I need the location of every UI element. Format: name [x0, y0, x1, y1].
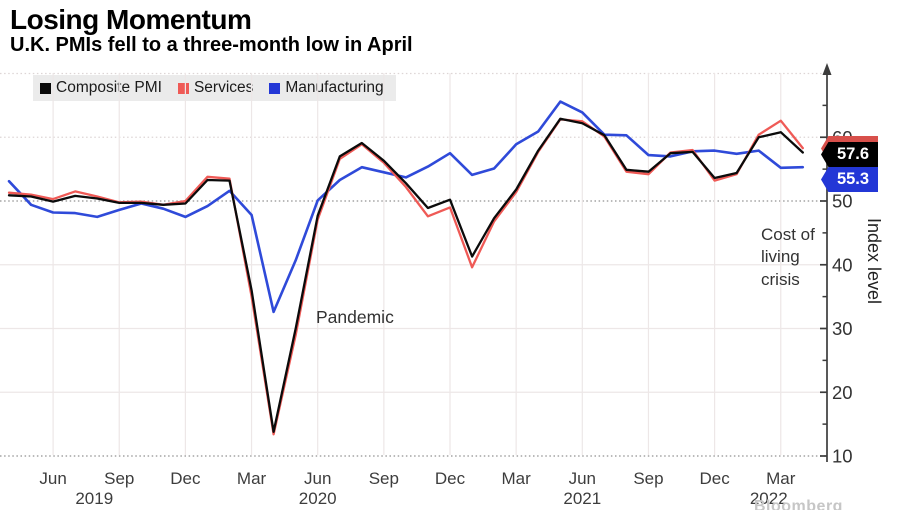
- svg-text:Mar: Mar: [237, 469, 267, 488]
- svg-text:Mar: Mar: [502, 469, 532, 488]
- svg-text:2021: 2021: [563, 489, 601, 508]
- svg-text:Dec: Dec: [170, 469, 201, 488]
- bloomberg-watermark: Bloomberg: [754, 498, 843, 510]
- composite-value-tag: 57.6: [821, 142, 878, 167]
- legend-item-services: Services: [177, 79, 254, 97]
- pandemic-annotation: Pandemic: [316, 307, 394, 327]
- manufacturing-value-tag: 55.3: [821, 167, 878, 192]
- svg-text:10: 10: [832, 446, 853, 467]
- svg-text:Mar: Mar: [766, 469, 796, 488]
- svg-text:Sep: Sep: [633, 469, 663, 488]
- svg-text:Sep: Sep: [369, 469, 399, 488]
- chart-subtitle: U.K. PMIs fell to a three-month low in A…: [10, 34, 413, 56]
- y-axis-title: Index level: [864, 218, 884, 305]
- legend-label: Manufacturing: [285, 79, 384, 96]
- svg-text:Jun: Jun: [569, 469, 596, 488]
- svg-text:Jun: Jun: [39, 469, 66, 488]
- legend-label: Services: [193, 79, 254, 96]
- svg-text:Jun: Jun: [304, 469, 331, 488]
- svg-text:2020: 2020: [299, 489, 337, 508]
- svg-text:30: 30: [832, 318, 853, 339]
- svg-text:Sep: Sep: [104, 469, 134, 488]
- legend-label: Composite PMI: [56, 79, 162, 96]
- page-title: Losing Momentum: [10, 4, 252, 35]
- svg-text:40: 40: [832, 254, 853, 275]
- svg-text:2019: 2019: [75, 489, 113, 508]
- legend-item-manufacturing: Manufacturing: [269, 79, 384, 97]
- composite-swatch-icon: [40, 82, 51, 94]
- cost-of-living-annotation: Cost of living crisis: [761, 225, 815, 289]
- svg-text:50: 50: [832, 191, 853, 212]
- svg-text:Dec: Dec: [699, 469, 730, 488]
- svg-text:Dec: Dec: [435, 469, 466, 488]
- svg-text:2022: 2022: [750, 489, 788, 508]
- legend-item-composite: Composite PMI: [40, 79, 162, 97]
- svg-text:20: 20: [832, 382, 853, 403]
- legend: Composite PMI Services Manufacturing: [33, 75, 396, 101]
- manufacturing-swatch-icon: [269, 82, 281, 94]
- services-swatch-icon: [177, 82, 189, 94]
